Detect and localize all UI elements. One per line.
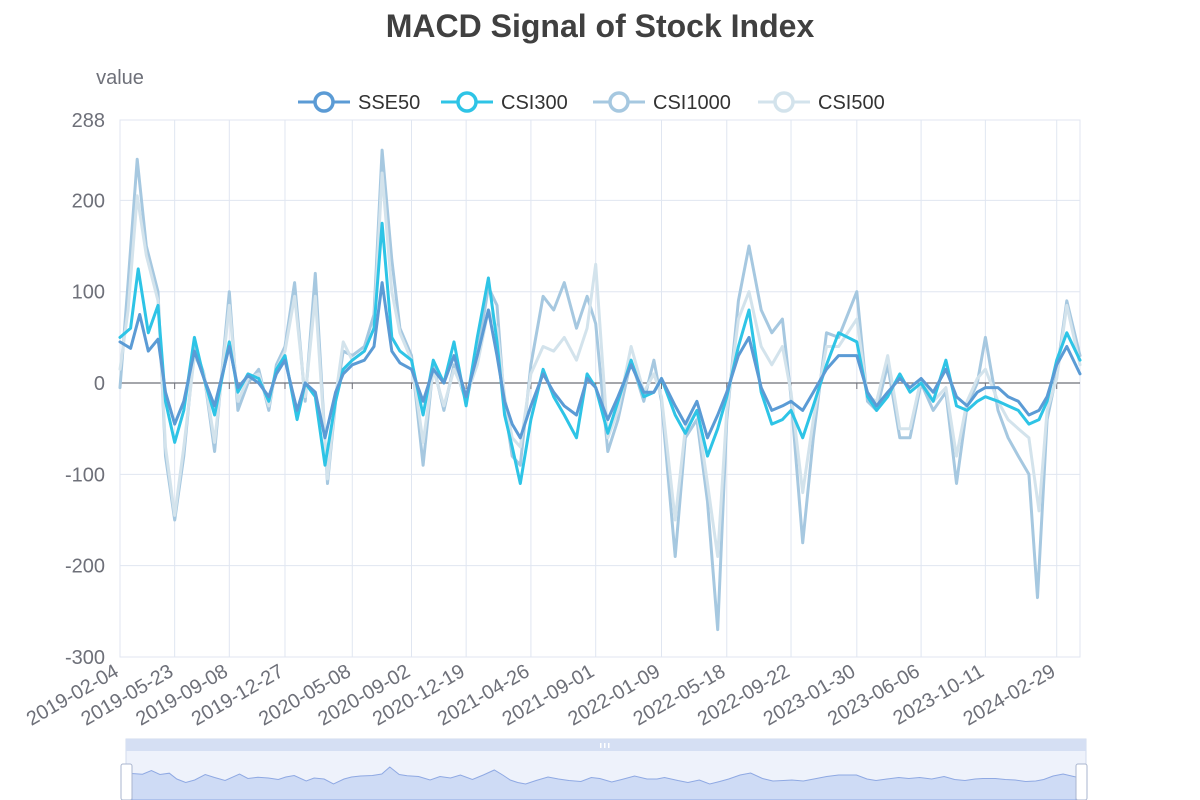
datazoom-handle-bar[interactable] — [126, 739, 1086, 751]
x-axis: 2019-02-042019-05-232019-09-082019-12-27… — [23, 660, 1059, 730]
legend-label: SSE50 — [358, 92, 420, 114]
y-axis-name: value — [96, 67, 144, 89]
y-tick-label: -300 — [65, 647, 105, 669]
legend: SSE50 CSI300 CSI1000 CSI500 — [298, 91, 885, 114]
datazoom-left-handle[interactable] — [120, 763, 133, 800]
y-tick-label: -100 — [65, 464, 105, 486]
legend-item-csi300[interactable]: CSI300 — [441, 91, 568, 114]
y-tick-label: 288 — [72, 110, 105, 132]
y-tick-label: 0 — [94, 373, 105, 395]
legend-item-csi1000[interactable]: CSI1000 — [593, 91, 731, 114]
legend-circle-icon — [456, 91, 478, 113]
legend-circle-icon — [608, 91, 630, 113]
series-line-sse50[interactable] — [118, 281, 1082, 440]
legend-label: CSI1000 — [653, 92, 731, 114]
legend-label: CSI300 — [501, 92, 568, 114]
y-tick-label: -200 — [65, 556, 105, 578]
datazoom-right-handle[interactable] — [1075, 763, 1088, 800]
datazoom-grip-icon[interactable] — [600, 743, 610, 748]
y-tick-label: 200 — [72, 190, 105, 212]
legend-label: CSI500 — [818, 92, 885, 114]
series-group — [118, 148, 1082, 632]
legend-circle-icon — [313, 91, 335, 113]
datazoom-slider[interactable] — [120, 738, 1088, 800]
legend-item-sse50[interactable]: SSE50 — [298, 91, 420, 114]
legend-circle-icon — [773, 91, 795, 113]
chart-title: MACD Signal of Stock Index — [386, 8, 815, 44]
legend-item-csi500[interactable]: CSI500 — [758, 91, 885, 114]
datazoom-preview-area — [131, 766, 1077, 800]
y-tick-label: 100 — [72, 282, 105, 304]
y-axis: 288 200 100 0 -100 -200 -300 — [65, 110, 105, 669]
